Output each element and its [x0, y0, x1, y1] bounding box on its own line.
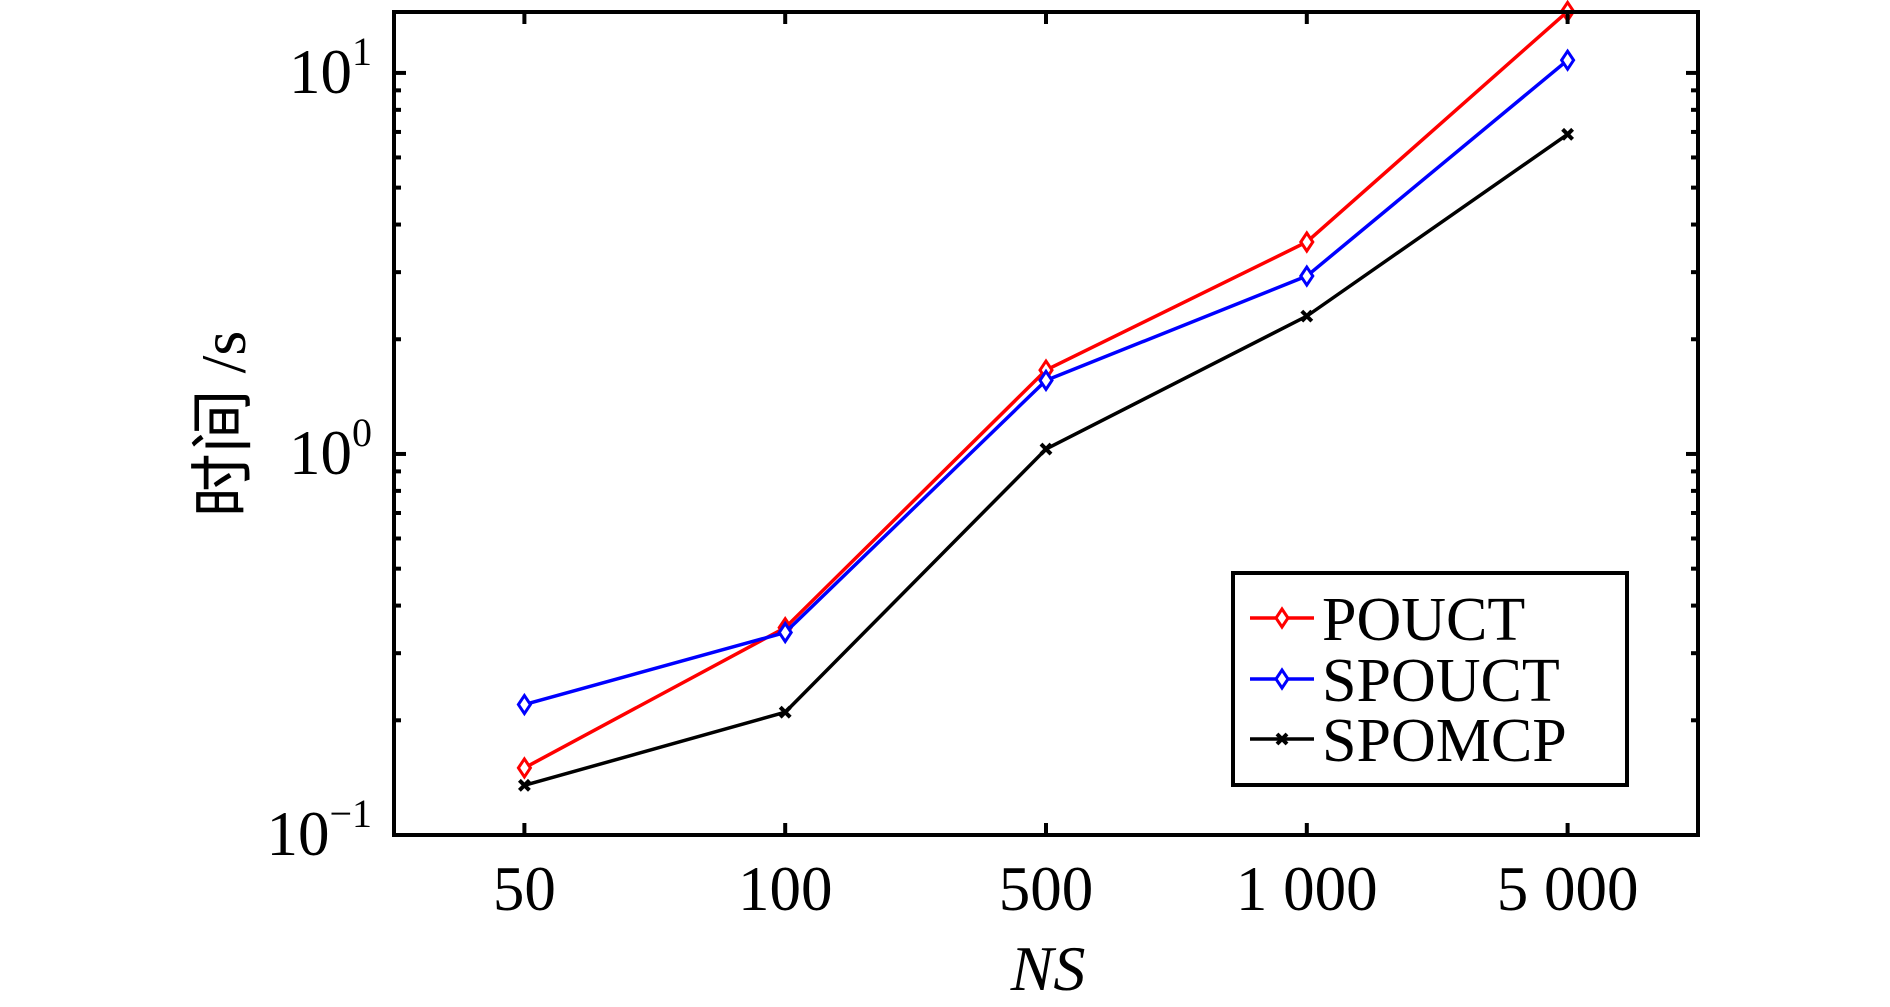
legend-label: POUCT: [1322, 586, 1525, 654]
series-spouct: [516, 48, 1576, 717]
x-marker-stroke: [1275, 732, 1289, 746]
y-tick-label: 10−1: [266, 791, 372, 869]
x-tick-label: 500: [999, 854, 1094, 924]
data-point: [1300, 309, 1314, 323]
data-point: [1561, 127, 1575, 141]
y-tick-base: 10: [266, 799, 329, 869]
y-tick-exponent: 1: [352, 29, 372, 74]
data-point: [778, 705, 792, 719]
y-tick-base: 10: [289, 418, 352, 488]
series-spomcp: [517, 127, 1575, 792]
x-marker-stroke: [1300, 309, 1314, 323]
x-marker-stroke: [517, 778, 531, 792]
legend-marker: [1275, 732, 1289, 746]
data-point: [1298, 264, 1315, 288]
data-point: [517, 778, 531, 792]
x-tick-label: 5 000: [1497, 854, 1639, 924]
y-axis-title: 时间 /s: [188, 331, 259, 518]
legend-marker: [1274, 667, 1290, 691]
x-tick-labels: 50 100 500 1 000 5 000: [493, 854, 1639, 924]
data-point: [777, 620, 794, 645]
data-point: [516, 692, 533, 717]
data-point: [1038, 368, 1054, 393]
legend-entry: SPOUCT: [1250, 647, 1560, 715]
series-layer: [516, 0, 1576, 792]
data-point: [1298, 230, 1315, 254]
data-point: [1559, 48, 1576, 72]
data-point: [1039, 442, 1053, 456]
legend-label: SPOUCT: [1322, 647, 1560, 715]
legend-entry: SPOMCP: [1250, 707, 1567, 775]
y-tick-label: 101: [289, 29, 372, 107]
data-point: [516, 756, 533, 780]
y-tick-label: 100: [289, 410, 372, 488]
y-tick-exponent: 0: [352, 410, 372, 455]
x-tick-label: 50: [493, 854, 556, 924]
y-tick-base: 10: [289, 37, 352, 107]
legend-marker: [1274, 606, 1290, 630]
x-marker-stroke: [778, 705, 792, 719]
x-marker-stroke: [1561, 127, 1575, 141]
x-tick-label: 100: [738, 854, 833, 924]
legend-entry: POUCT: [1250, 586, 1525, 654]
ticks-layer: [394, 12, 1698, 837]
x-marker-stroke: [1039, 442, 1053, 456]
x-axis-title: NS: [1010, 933, 1086, 1004]
y-tick-exponent: −1: [329, 791, 372, 836]
x-tick-label: 1 000: [1236, 854, 1378, 924]
legend-label: SPOMCP: [1322, 707, 1567, 775]
